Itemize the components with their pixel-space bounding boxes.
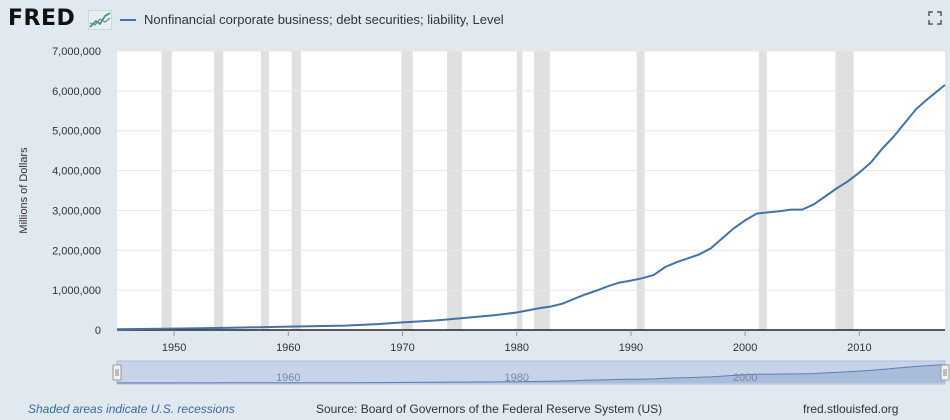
y-tick-label: 4,000,000: [52, 166, 101, 178]
navigator-tick-label: 2000: [733, 372, 757, 384]
x-tick-label: 2000: [733, 342, 757, 354]
fullscreen-icon[interactable]: [928, 11, 942, 25]
navigator-handle-left[interactable]: [112, 364, 122, 381]
y-tick-label: 6,000,000: [52, 86, 101, 98]
recession-band: [835, 51, 854, 330]
navigator-series-line: [117, 364, 946, 384]
plot-background: [117, 51, 945, 330]
recession-band: [516, 51, 523, 330]
x-tick-label: 1950: [162, 342, 186, 354]
chart-header: FRED Nonfinancial corporate business; de…: [0, 0, 950, 40]
x-tick-label: 1960: [276, 342, 300, 354]
fred-logo[interactable]: FRED: [8, 6, 76, 31]
x-tick-label: 1990: [619, 342, 643, 354]
chart-area: 0 1,000,000 2,000,000 3,000,000 4,000,000 5,0…: [18, 46, 950, 385]
navigator-area: [117, 364, 945, 383]
chart-footer: Shaded areas indicate U.S. recessions So…: [0, 398, 950, 420]
recession-note-link[interactable]: Shaded areas indicate U.S. recessions: [28, 402, 235, 416]
fred-url-link[interactable]: fred.stlouisfed.org: [803, 402, 899, 416]
y-tick-label: 1,000,000: [52, 285, 101, 297]
legend-series-title: Nonfinancial corporate business; debt se…: [144, 12, 504, 27]
recession-band: [214, 51, 224, 330]
recession-band: [161, 51, 172, 330]
recession-band: [447, 51, 462, 330]
y-tick-label: 2,000,000: [52, 245, 101, 257]
recession-band: [260, 51, 269, 330]
legend-swatch: [120, 18, 136, 21]
source-text: Source: Board of Governors of the Federa…: [316, 402, 663, 416]
navigator-handle-right[interactable]: [940, 364, 950, 381]
recession-band: [636, 51, 645, 330]
x-tick-label: 2010: [847, 342, 871, 354]
legend: Nonfinancial corporate business; debt se…: [120, 12, 504, 27]
y-tick-label: 5,000,000: [52, 126, 101, 138]
fred-chart-icon: [88, 10, 112, 30]
recession-band: [401, 51, 413, 330]
x-tick-label: 1980: [504, 342, 528, 354]
recession-band: [533, 51, 550, 330]
y-tick-label: 3,000,000: [52, 205, 101, 217]
recession-band: [758, 51, 767, 330]
series-line: [116, 84, 946, 331]
x-tick-label: 1970: [390, 342, 414, 354]
navigator-tick-label: 1960: [276, 372, 300, 384]
recession-band: [291, 51, 301, 330]
y-tick-label: 0: [95, 325, 101, 337]
y-axis-title: Millions of Dollars: [18, 147, 30, 234]
navigator-tick-label: 1980: [504, 372, 528, 384]
y-tick-label: 7,000,000: [52, 46, 101, 58]
